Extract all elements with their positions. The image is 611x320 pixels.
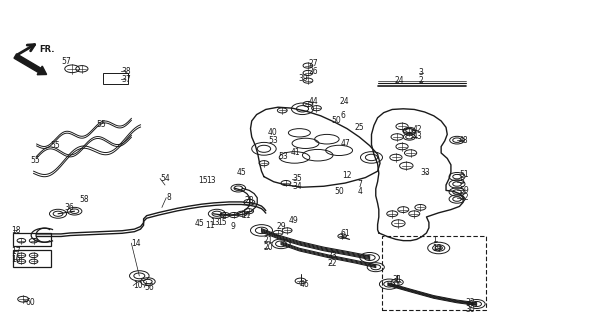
Text: FR.: FR. bbox=[40, 45, 55, 54]
Text: 52: 52 bbox=[459, 193, 469, 202]
Text: 1: 1 bbox=[433, 236, 437, 245]
Text: 26: 26 bbox=[309, 67, 318, 76]
Text: 46: 46 bbox=[299, 280, 309, 289]
Text: 11: 11 bbox=[241, 211, 251, 220]
Text: 55: 55 bbox=[50, 141, 60, 150]
Text: 13: 13 bbox=[207, 176, 216, 185]
Text: 60: 60 bbox=[26, 298, 35, 307]
Text: 50: 50 bbox=[335, 187, 345, 196]
Text: 44: 44 bbox=[309, 97, 318, 106]
Text: 51: 51 bbox=[459, 170, 469, 179]
Text: 9: 9 bbox=[231, 222, 236, 231]
Text: 2: 2 bbox=[419, 76, 423, 85]
Text: 54: 54 bbox=[160, 174, 170, 183]
Text: 33: 33 bbox=[420, 168, 430, 177]
Text: 41: 41 bbox=[290, 148, 300, 156]
Text: 24: 24 bbox=[340, 97, 349, 106]
FancyArrow shape bbox=[14, 54, 46, 75]
Text: 35: 35 bbox=[292, 174, 302, 183]
Text: 19: 19 bbox=[433, 244, 442, 253]
Text: 8: 8 bbox=[166, 193, 171, 202]
Text: 36: 36 bbox=[64, 204, 74, 212]
Text: 24: 24 bbox=[394, 76, 404, 85]
Text: 12: 12 bbox=[342, 171, 352, 180]
Text: 31: 31 bbox=[392, 276, 402, 284]
Text: 61: 61 bbox=[341, 229, 351, 238]
Text: 17: 17 bbox=[11, 247, 21, 256]
Text: 59: 59 bbox=[459, 186, 469, 195]
Text: 34: 34 bbox=[292, 182, 302, 191]
Text: 18: 18 bbox=[11, 226, 21, 235]
Bar bbox=[382, 236, 486, 310]
Text: 39: 39 bbox=[298, 74, 308, 83]
Text: 42: 42 bbox=[412, 125, 422, 134]
Text: 27: 27 bbox=[309, 59, 318, 68]
Text: 43: 43 bbox=[412, 132, 422, 141]
Text: 30: 30 bbox=[466, 305, 475, 314]
Text: 32: 32 bbox=[466, 298, 475, 307]
Text: 37: 37 bbox=[121, 75, 131, 84]
Text: 3: 3 bbox=[419, 68, 423, 77]
Text: 28: 28 bbox=[244, 196, 254, 205]
Text: 10: 10 bbox=[133, 281, 143, 290]
Text: 4: 4 bbox=[357, 187, 362, 196]
Text: 53: 53 bbox=[279, 152, 288, 161]
Text: 40: 40 bbox=[268, 128, 277, 137]
Text: 14: 14 bbox=[131, 239, 141, 248]
Text: 23: 23 bbox=[327, 251, 337, 260]
Text: 20: 20 bbox=[264, 244, 274, 252]
Text: 45: 45 bbox=[237, 168, 247, 177]
Text: 49: 49 bbox=[288, 216, 298, 225]
Text: 13: 13 bbox=[210, 218, 220, 227]
Text: 47: 47 bbox=[341, 139, 351, 148]
Text: 53: 53 bbox=[269, 136, 279, 145]
Text: 57: 57 bbox=[61, 57, 71, 66]
Text: 6: 6 bbox=[341, 111, 346, 120]
Text: 55: 55 bbox=[97, 120, 106, 129]
Text: 21: 21 bbox=[264, 236, 274, 245]
Text: 48: 48 bbox=[458, 136, 468, 145]
Text: 25: 25 bbox=[354, 123, 364, 132]
Text: 55: 55 bbox=[31, 156, 40, 165]
Text: 50: 50 bbox=[331, 116, 341, 125]
Text: 58: 58 bbox=[79, 195, 89, 204]
Text: 15: 15 bbox=[218, 218, 227, 227]
Text: 7: 7 bbox=[357, 180, 362, 188]
Text: 29: 29 bbox=[276, 222, 286, 231]
Text: 45: 45 bbox=[194, 220, 204, 228]
Text: 11: 11 bbox=[205, 221, 215, 230]
Text: 16: 16 bbox=[11, 255, 21, 264]
Text: 56: 56 bbox=[144, 284, 154, 292]
Text: 5: 5 bbox=[459, 177, 464, 186]
Text: 22: 22 bbox=[327, 259, 337, 268]
Text: 38: 38 bbox=[121, 67, 131, 76]
Text: 15: 15 bbox=[199, 176, 208, 185]
